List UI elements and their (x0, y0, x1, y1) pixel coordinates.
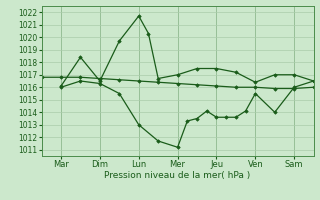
X-axis label: Pression niveau de la mer( hPa ): Pression niveau de la mer( hPa ) (104, 171, 251, 180)
